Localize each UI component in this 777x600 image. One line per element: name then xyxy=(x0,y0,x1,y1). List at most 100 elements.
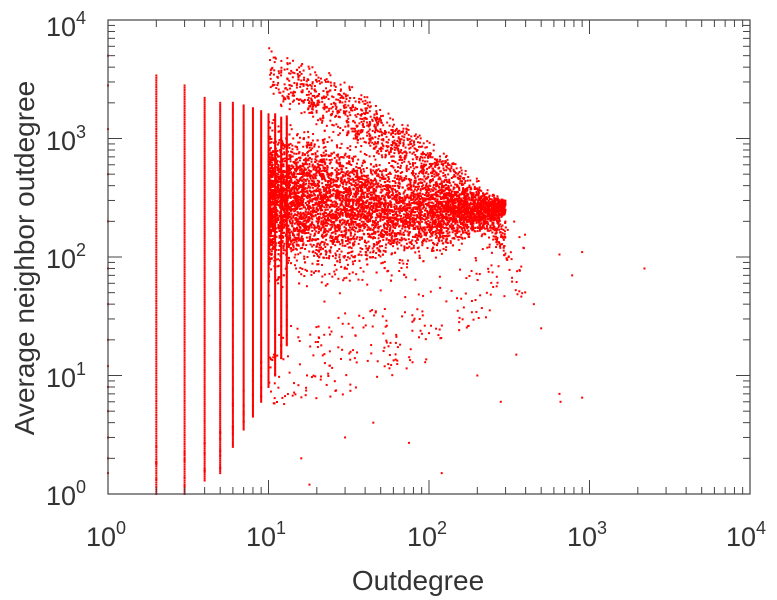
data-point xyxy=(267,384,270,387)
data-point xyxy=(203,286,206,289)
data-point xyxy=(466,186,469,189)
data-point xyxy=(260,326,263,329)
data-point xyxy=(203,324,206,327)
data-point xyxy=(285,121,288,124)
data-point xyxy=(274,239,277,242)
data-point xyxy=(260,147,263,150)
data-point xyxy=(267,369,270,372)
data-point xyxy=(376,122,379,125)
data-point xyxy=(330,107,333,110)
data-point xyxy=(337,125,340,128)
data-point xyxy=(242,413,245,416)
data-point xyxy=(301,83,304,86)
data-point xyxy=(267,334,270,337)
data-point xyxy=(242,360,245,363)
data-point xyxy=(398,156,401,159)
data-point xyxy=(267,254,270,257)
data-point xyxy=(155,334,158,337)
data-point xyxy=(274,172,277,175)
data-point xyxy=(352,237,355,240)
data-point xyxy=(219,361,222,364)
data-point xyxy=(219,126,222,129)
data-point xyxy=(274,270,277,273)
data-point xyxy=(251,194,254,197)
data-point xyxy=(285,131,288,134)
data-point xyxy=(285,321,288,324)
data-point xyxy=(356,141,359,144)
data-point xyxy=(280,259,283,262)
data-point xyxy=(394,133,397,136)
data-point xyxy=(183,170,186,173)
data-point xyxy=(260,215,263,218)
data-point xyxy=(260,295,263,298)
data-point xyxy=(335,114,338,117)
data-point xyxy=(420,162,423,165)
data-point xyxy=(380,115,383,118)
data-point xyxy=(387,210,390,213)
data-point xyxy=(267,323,270,326)
data-point xyxy=(366,101,369,104)
data-point xyxy=(388,151,391,154)
data-point xyxy=(203,173,206,176)
data-point xyxy=(436,160,439,163)
data-point xyxy=(203,375,206,378)
data-point xyxy=(502,249,505,252)
data-point xyxy=(466,179,469,182)
data-point xyxy=(274,367,277,370)
data-point xyxy=(219,457,222,460)
data-point xyxy=(267,320,270,323)
data-point xyxy=(274,161,277,164)
data-point xyxy=(280,271,283,274)
data-point xyxy=(267,335,270,338)
data-point xyxy=(285,301,288,304)
data-point xyxy=(274,113,277,116)
data-point xyxy=(494,232,497,235)
data-point xyxy=(280,277,283,279)
data-point xyxy=(430,172,433,175)
data-point xyxy=(344,125,347,128)
data-point xyxy=(333,102,336,105)
data-point xyxy=(360,94,363,97)
data-point xyxy=(183,481,186,484)
data-point xyxy=(203,188,206,191)
data-point xyxy=(280,334,283,337)
data-point xyxy=(203,462,206,465)
data-point xyxy=(482,219,485,222)
data-point xyxy=(203,135,206,138)
data-point xyxy=(286,88,289,91)
data-point xyxy=(295,226,298,229)
data-point xyxy=(275,279,278,282)
data-point xyxy=(353,96,356,99)
data-point xyxy=(183,331,186,334)
data-point xyxy=(300,64,303,67)
data-point xyxy=(280,331,283,334)
data-point xyxy=(274,339,277,342)
data-point xyxy=(203,232,206,235)
data-point xyxy=(456,230,459,233)
data-point xyxy=(280,346,283,349)
data-point xyxy=(231,166,234,169)
data-point xyxy=(219,381,222,384)
data-point xyxy=(368,110,371,113)
data-point xyxy=(231,172,234,175)
data-point xyxy=(231,235,234,238)
data-point xyxy=(285,128,288,131)
data-point xyxy=(219,188,222,191)
data-point xyxy=(444,176,447,179)
data-point xyxy=(280,121,283,124)
data-point xyxy=(379,128,382,131)
data-point xyxy=(219,365,222,368)
data-point xyxy=(298,74,301,77)
data-point xyxy=(285,205,288,208)
data-point xyxy=(280,119,283,122)
data-point xyxy=(445,179,448,182)
data-point xyxy=(432,186,435,189)
data-point xyxy=(454,232,457,235)
data-point xyxy=(183,379,186,382)
data-point xyxy=(371,141,374,144)
data-point xyxy=(391,155,394,158)
data-point xyxy=(457,177,460,180)
data-point xyxy=(385,227,388,230)
data-point xyxy=(251,237,254,240)
data-point xyxy=(280,313,283,316)
